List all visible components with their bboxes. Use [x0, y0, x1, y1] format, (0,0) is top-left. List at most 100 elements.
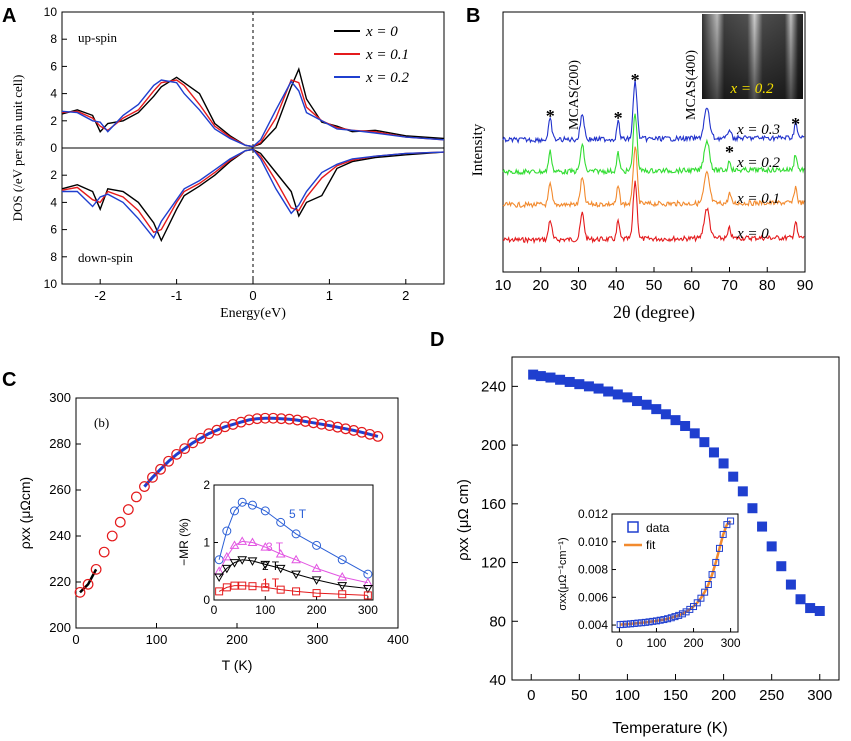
c-inset-marker [291, 570, 301, 580]
c-inset-marker [237, 536, 248, 545]
a-series-down-0 [61, 148, 445, 243]
panel-c-subtitle: (b) [94, 415, 109, 430]
c-data-point [90, 563, 102, 575]
c-inset-line-0 [218, 501, 369, 575]
c-data-point [74, 586, 86, 598]
b-curve-label-0: x = 0.3 [736, 122, 780, 138]
c-inset-marker [260, 542, 271, 551]
c-data-point [82, 578, 94, 590]
panel-label-c: C [2, 369, 16, 391]
c-data-point [283, 413, 295, 425]
d-inset-data-point [723, 521, 731, 529]
c-inset-marker [276, 585, 285, 594]
c-data-point [106, 530, 118, 542]
c-data-point [243, 414, 255, 426]
panel-d-inset-frame [611, 513, 739, 633]
d-inset-xtick-label: 100 [646, 636, 666, 650]
c-inset-xtick-label: 0 [211, 603, 218, 617]
c-ytick-label: 280 [49, 436, 71, 451]
c-inset-ytick-label: 2 [203, 478, 210, 492]
a-xtick-label: -2 [94, 288, 106, 303]
d-inset-fit-line [620, 520, 732, 626]
d-data-point [583, 381, 594, 392]
c-inset-marker [337, 582, 348, 591]
d-inset-ytick-label: 0.008 [578, 563, 608, 577]
c-inset-marker [260, 506, 270, 516]
d-inset-data-point [697, 594, 705, 602]
b-peak-star-1: * [614, 108, 623, 128]
c-data-point [195, 432, 207, 444]
a-ytick-down-label: 4 [50, 195, 57, 209]
c-ytick-label: 260 [49, 482, 71, 497]
d-inset-data-point [660, 616, 668, 624]
c-inset-marker [237, 497, 247, 507]
b-xtick-label: 10 [495, 277, 512, 294]
c-data-point [219, 421, 231, 433]
panel-d-inset-ylabel: σxx(μΩ⁻¹cm⁻¹) [557, 537, 569, 610]
d-data-point [795, 594, 806, 605]
c-inset-marker [222, 583, 231, 592]
c-inset-marker [363, 591, 372, 600]
panel-c-xlabel: T (K) [222, 657, 253, 673]
b-xtick-label: 20 [532, 277, 549, 294]
d-inset-legend-data-swatch [627, 521, 639, 533]
b-pattern-3 [502, 79, 805, 144]
c-data-point [251, 413, 263, 425]
a-series-up-1 [61, 79, 445, 148]
panel-label-d: D [430, 329, 444, 351]
d-data-point [757, 521, 768, 532]
c-inset-marker [261, 583, 270, 592]
d-ytick-label: 240 [481, 378, 506, 395]
d-inset-ytick-label: 0.006 [578, 590, 608, 604]
c-inset-marker [214, 573, 224, 583]
d-data-point [776, 561, 787, 572]
d-inset-data-point [704, 581, 712, 589]
d-xtick-label: 250 [759, 687, 784, 704]
c-data-point [372, 431, 384, 442]
b-xtick-label: 40 [608, 277, 625, 294]
panel-b: 10 20 30 40 50 60 70 80 90 * * * * * MCAS(200) MCAS(… [470, 11, 813, 323]
peak-label-200: MCAS(200) [567, 60, 582, 130]
c-inset-line-2 [218, 559, 368, 589]
b-xtick-label: 30 [570, 277, 587, 294]
peak-label-400: MCAS(400) [684, 50, 699, 120]
d-data-point [747, 503, 758, 514]
d-xtick-label: 300 [807, 687, 832, 704]
a-ytick-down-label: 2 [50, 168, 57, 182]
a-ytick-up-label: 2 [50, 114, 57, 128]
c-inset-marker [312, 589, 321, 598]
b-pattern-1 [502, 146, 805, 209]
c-data-point [139, 481, 150, 492]
d-inset-data-point [649, 617, 657, 625]
up-spin-label: up-spin [78, 30, 118, 45]
a-ytick-down-label: 6 [50, 223, 57, 237]
d-data-point [785, 579, 796, 590]
b-peak-star-2: * [631, 70, 640, 90]
panel-a-ylabel: DOS (/eV per spin unit cell) [10, 75, 25, 222]
c-data-point [348, 425, 360, 436]
d-data-point [718, 458, 729, 469]
d-data-point [622, 392, 633, 403]
a-xtick-label: 0 [249, 288, 256, 303]
b-peak-star-4: * [791, 114, 800, 134]
d-inset-data-point [623, 620, 631, 628]
a-xtick-label: 2 [402, 288, 409, 303]
d-data-point [660, 409, 671, 420]
c-data-point [114, 516, 126, 528]
a-ytick-up-label: 6 [50, 59, 57, 73]
panel-c-ylabel: ρxx (μΩcm) [17, 477, 33, 549]
a-ytick-up-label: 10 [44, 5, 58, 19]
d-data-point [612, 389, 623, 400]
c-data-point [187, 437, 199, 449]
d-inset-ytick-label: 0.004 [578, 618, 608, 632]
c-data-point [171, 448, 183, 460]
d-inset-xtick-label: 200 [684, 636, 704, 650]
c-data-point [179, 443, 191, 455]
panel-d: 0 50 100 150 200 250 300 40 80 120 160 200 240 Tempe… [455, 356, 840, 737]
rheed-inset-shade [702, 14, 803, 99]
c-ytick-label: 220 [49, 574, 71, 589]
c-inset-marker [260, 560, 271, 570]
d-xtick-label: 150 [663, 687, 688, 704]
